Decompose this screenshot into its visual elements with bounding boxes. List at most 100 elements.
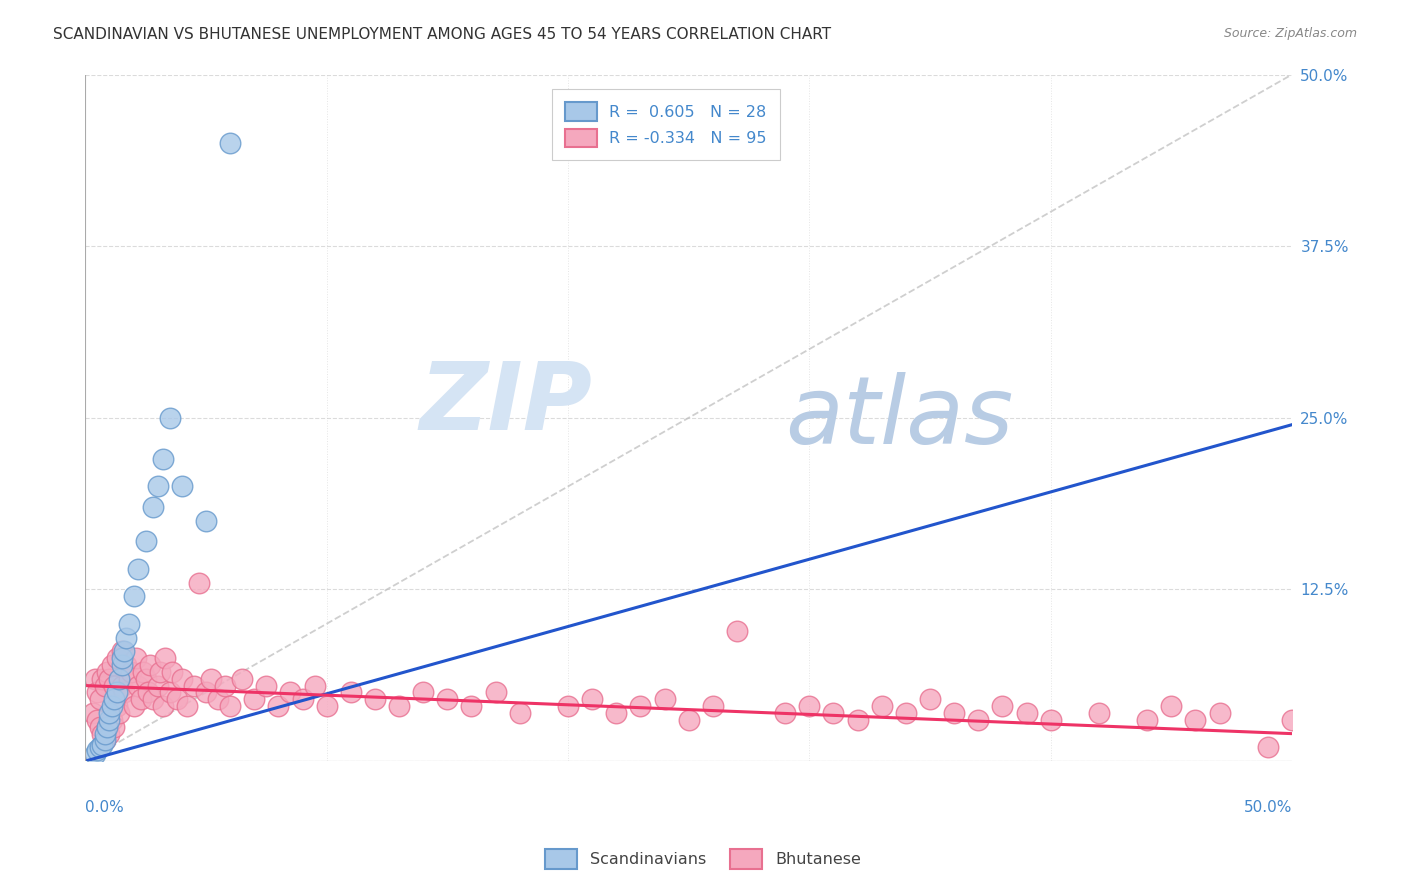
Point [280, 685, 302, 699]
Point [484, 685, 506, 699]
Point [159, 410, 181, 425]
Point [103, 692, 125, 706]
Point [142, 500, 165, 514]
Point [105, 651, 128, 665]
Point [1039, 713, 1062, 727]
Point [122, 699, 145, 714]
Point [93, 733, 115, 747]
Point [581, 692, 603, 706]
Point [1281, 713, 1303, 727]
Point [86, 713, 108, 727]
Point [678, 713, 700, 727]
Point [86, 685, 108, 699]
Text: atlas: atlas [785, 372, 1014, 463]
Point [105, 699, 128, 714]
Point [105, 685, 128, 699]
Point [509, 706, 531, 720]
Point [110, 679, 132, 693]
Point [243, 692, 266, 706]
Point [967, 713, 990, 727]
Text: ZIP: ZIP [419, 358, 592, 450]
Point [725, 624, 748, 638]
Point [127, 562, 149, 576]
Point [187, 575, 209, 590]
Point [267, 699, 290, 714]
Point [129, 692, 152, 706]
Point [1257, 740, 1279, 755]
Point [364, 692, 387, 706]
Point [702, 699, 724, 714]
Point [1208, 706, 1230, 720]
Point [96, 720, 118, 734]
Point [135, 534, 157, 549]
Point [93, 733, 115, 747]
Point [146, 679, 169, 693]
Point [194, 514, 217, 528]
Point [136, 685, 159, 699]
Point [194, 685, 217, 699]
Point [86, 743, 108, 757]
Point [1160, 699, 1182, 714]
Point [254, 679, 277, 693]
Point [460, 699, 482, 714]
Point [388, 699, 411, 714]
Point [91, 726, 114, 740]
Point [103, 720, 125, 734]
Legend: R =  0.605   N = 28, R = -0.334   N = 95: R = 0.605 N = 28, R = -0.334 N = 95 [551, 89, 779, 160]
Point [118, 616, 141, 631]
Point [200, 672, 222, 686]
Point [98, 672, 121, 686]
Point [139, 657, 162, 672]
Point [219, 699, 242, 714]
Point [101, 713, 124, 727]
Point [110, 644, 132, 658]
Point [231, 672, 253, 686]
Point [846, 713, 869, 727]
Point [1184, 713, 1206, 727]
Point [207, 692, 229, 706]
Point [183, 679, 205, 693]
Point [125, 651, 148, 665]
Point [93, 726, 115, 740]
Text: SCANDINAVIAN VS BHUTANESE UNEMPLOYMENT AMONG AGES 45 TO 54 YEARS CORRELATION CHA: SCANDINAVIAN VS BHUTANESE UNEMPLOYMENT A… [53, 27, 831, 42]
Point [127, 679, 149, 693]
Point [304, 679, 326, 693]
Point [122, 590, 145, 604]
Point [1136, 713, 1159, 727]
Point [654, 692, 676, 706]
Point [91, 738, 114, 752]
Point [170, 672, 193, 686]
Text: Source: ZipAtlas.com: Source: ZipAtlas.com [1223, 27, 1357, 40]
Point [339, 685, 361, 699]
Point [773, 706, 796, 720]
Point [1015, 706, 1038, 720]
Point [918, 692, 941, 706]
Point [291, 692, 314, 706]
Point [115, 657, 138, 672]
Point [412, 685, 434, 699]
Point [118, 672, 141, 686]
Point [101, 657, 124, 672]
Point [628, 699, 651, 714]
Point [89, 692, 111, 706]
Point [84, 747, 107, 762]
Point [436, 692, 458, 706]
Text: 50.0%: 50.0% [1244, 799, 1292, 814]
Point [112, 685, 135, 699]
Text: 0.0%: 0.0% [86, 799, 124, 814]
Point [110, 651, 132, 665]
Point [1088, 706, 1111, 720]
Point [101, 699, 124, 714]
Point [142, 692, 165, 706]
Point [96, 720, 118, 734]
Point [110, 657, 132, 672]
Legend: Scandinavians, Bhutanese: Scandinavians, Bhutanese [538, 843, 868, 875]
Point [93, 679, 115, 693]
Point [166, 692, 188, 706]
Point [315, 699, 337, 714]
Point [132, 665, 155, 679]
Point [146, 479, 169, 493]
Point [870, 699, 893, 714]
Point [894, 706, 917, 720]
Point [152, 699, 174, 714]
